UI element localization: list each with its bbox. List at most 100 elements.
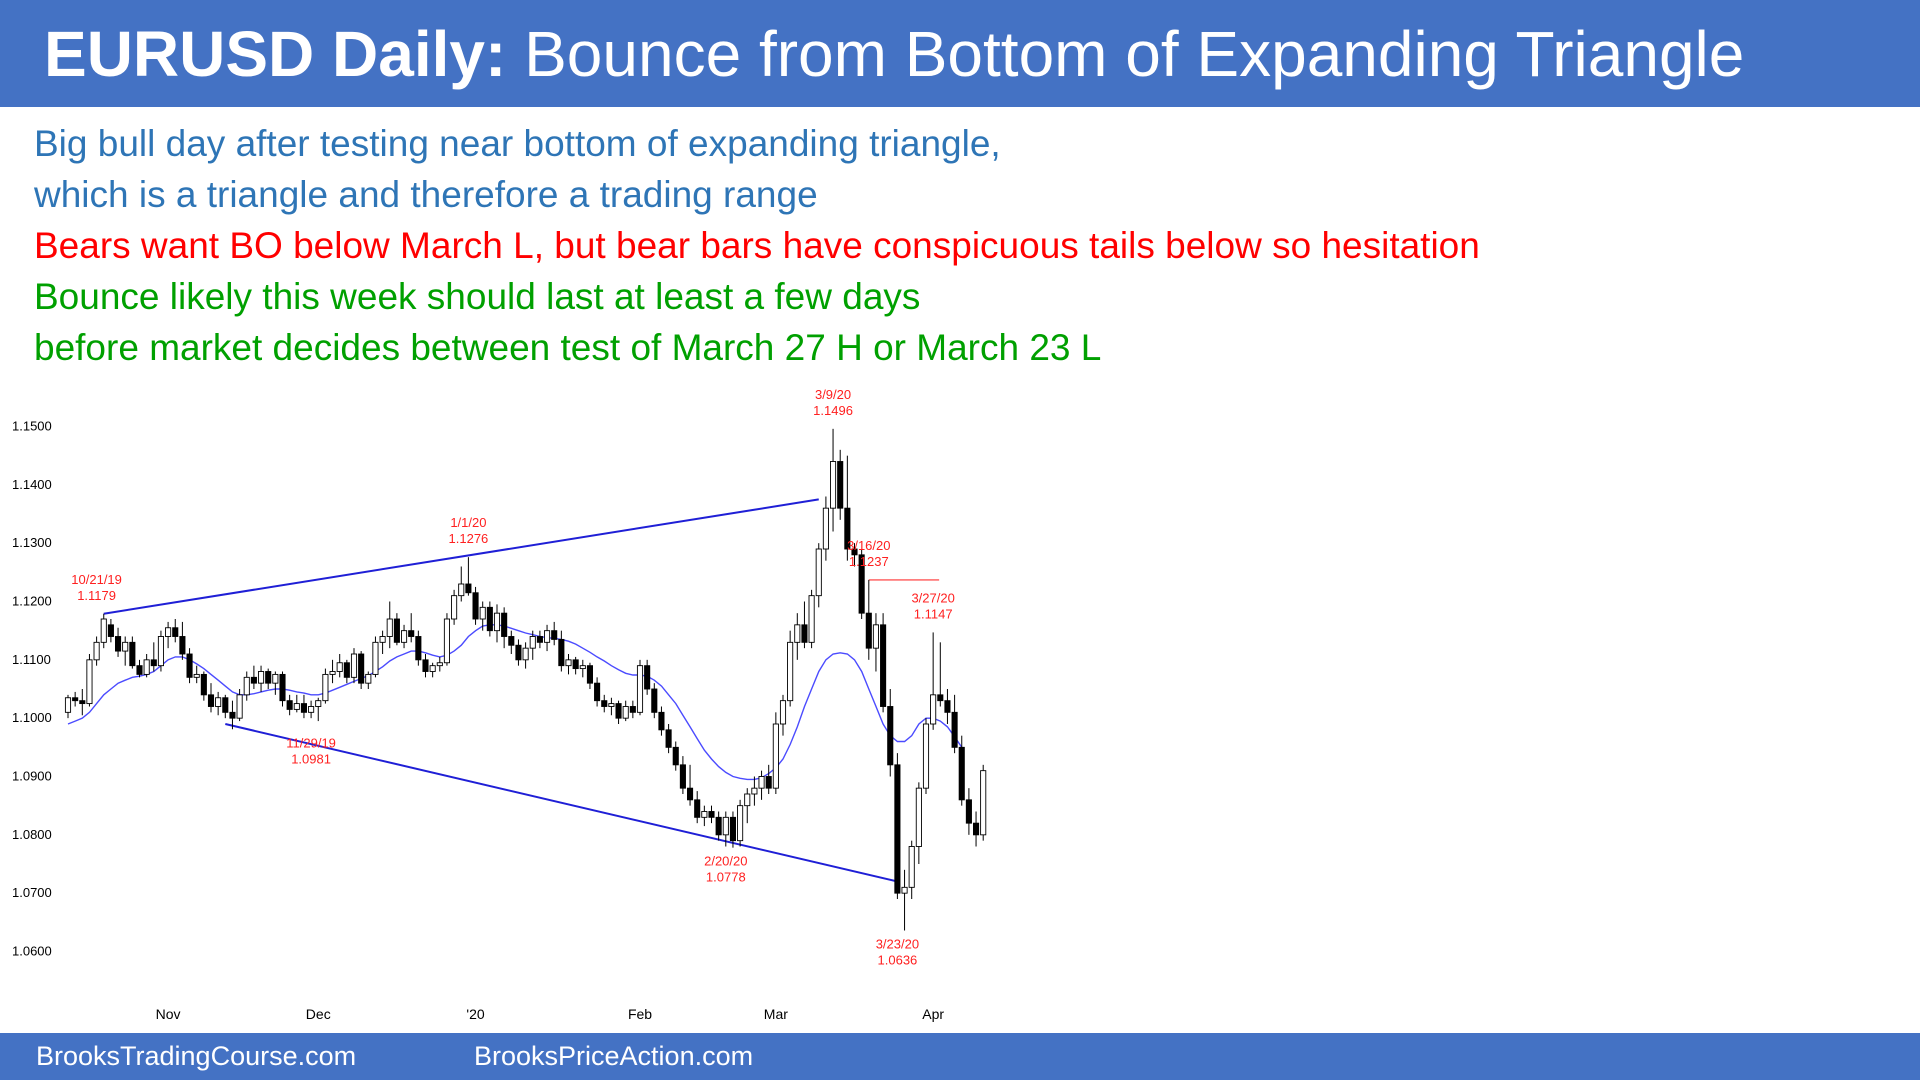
candle-body: [980, 770, 987, 836]
candle-body: [229, 711, 236, 719]
candle: [658, 706, 665, 736]
candle-body: [258, 671, 265, 684]
candle-body: [565, 659, 572, 667]
candle-body: [236, 694, 243, 719]
candle-body: [579, 665, 586, 670]
candle: [122, 636, 129, 666]
candle-body: [880, 624, 887, 707]
candle: [107, 619, 114, 643]
candle: [379, 630, 386, 654]
swing-point-date: 2/20/20: [704, 854, 747, 869]
y-tick-label: 1.0800: [12, 827, 52, 842]
candle-body: [658, 711, 665, 731]
candle-body: [536, 636, 543, 643]
swing-point-date: 3/27/20: [911, 590, 954, 605]
candle: [951, 694, 958, 754]
candle-body: [701, 811, 708, 818]
candle-body: [779, 700, 787, 725]
swing-point-price: 1.1496: [813, 403, 853, 418]
candle: [114, 627, 122, 657]
candle: [508, 630, 515, 654]
candle: [672, 741, 679, 771]
candle-body: [694, 799, 701, 818]
swing-point-date: 11/29/19: [286, 735, 336, 750]
candle: [229, 700, 236, 730]
candle-body: [143, 659, 150, 675]
candle: [558, 630, 565, 672]
candle: [393, 613, 400, 646]
candle: [687, 764, 694, 806]
candle-body: [179, 636, 186, 655]
candle-body: [708, 811, 715, 818]
candle-body: [615, 703, 622, 719]
candle-body: [830, 461, 837, 509]
candle-body: [944, 700, 951, 713]
candle-body: [937, 694, 944, 702]
candle: [72, 691, 79, 707]
candle: [258, 665, 265, 692]
candle-body: [572, 659, 579, 670]
candle: [250, 665, 257, 689]
candle: [522, 642, 529, 669]
candle-body: [458, 583, 465, 597]
candle: [815, 543, 822, 608]
candle: [772, 712, 779, 794]
x-tick-label: Mar: [764, 1006, 788, 1022]
candle-body: [794, 624, 801, 643]
candle: [372, 636, 379, 678]
candle: [844, 455, 851, 561]
candle: [779, 694, 787, 736]
candle: [887, 689, 894, 777]
candle: [601, 694, 608, 713]
candle: [715, 811, 722, 841]
candle-body: [207, 694, 215, 707]
candle: [765, 764, 772, 794]
candle-body: [629, 706, 636, 713]
candle: [922, 718, 930, 794]
candle: [529, 630, 536, 660]
candle: [443, 613, 451, 666]
candle-body: [772, 723, 779, 789]
moving-average-line: [67, 624, 963, 781]
candle: [186, 648, 193, 684]
candle: [293, 694, 300, 713]
candle: [143, 654, 150, 678]
footer-site-left[interactable]: BrooksTradingCourse.com: [36, 1041, 357, 1071]
candle-body: [501, 612, 508, 637]
candle-body: [493, 612, 501, 632]
candle: [594, 677, 601, 707]
footer-site-right[interactable]: BrooksPriceAction.com: [474, 1041, 754, 1071]
candle: [422, 654, 429, 678]
candle: [279, 671, 286, 707]
candle: [980, 764, 987, 841]
candle-body: [401, 630, 408, 643]
candle: [586, 662, 593, 689]
candle-body: [300, 703, 308, 713]
candle-body: [672, 746, 679, 766]
candle-body: [622, 706, 629, 719]
candle: [744, 788, 751, 824]
candle: [243, 671, 250, 701]
candle-body: [722, 816, 729, 836]
candle-body: [679, 764, 686, 789]
candle: [958, 735, 965, 806]
candle-body: [250, 676, 257, 684]
candlestick-chart: 1.0600 1.0700 1.0800 1.0900 1.1000 1.1100 1.12…: [12, 387, 987, 1022]
y-tick-label: 1.1400: [12, 477, 52, 492]
candle-body: [343, 662, 350, 678]
candle: [415, 630, 422, 666]
candle: [358, 651, 365, 689]
candle: [451, 589, 458, 625]
candle-body: [100, 618, 107, 643]
candle-body: [64, 697, 72, 713]
candle: [794, 613, 801, 660]
candle-body: [443, 618, 451, 664]
commentary-line: which is a triangle and therefore a trad…: [34, 174, 818, 215]
candle-body: [436, 662, 443, 667]
candle-body: [865, 612, 872, 649]
title-bar: EURUSD Daily: Bounce from Bottom of Expa…: [0, 0, 1920, 107]
candle-body: [157, 636, 165, 667]
candle-body: [915, 787, 922, 847]
candle-body: [200, 673, 207, 696]
candle-body: [107, 624, 114, 637]
